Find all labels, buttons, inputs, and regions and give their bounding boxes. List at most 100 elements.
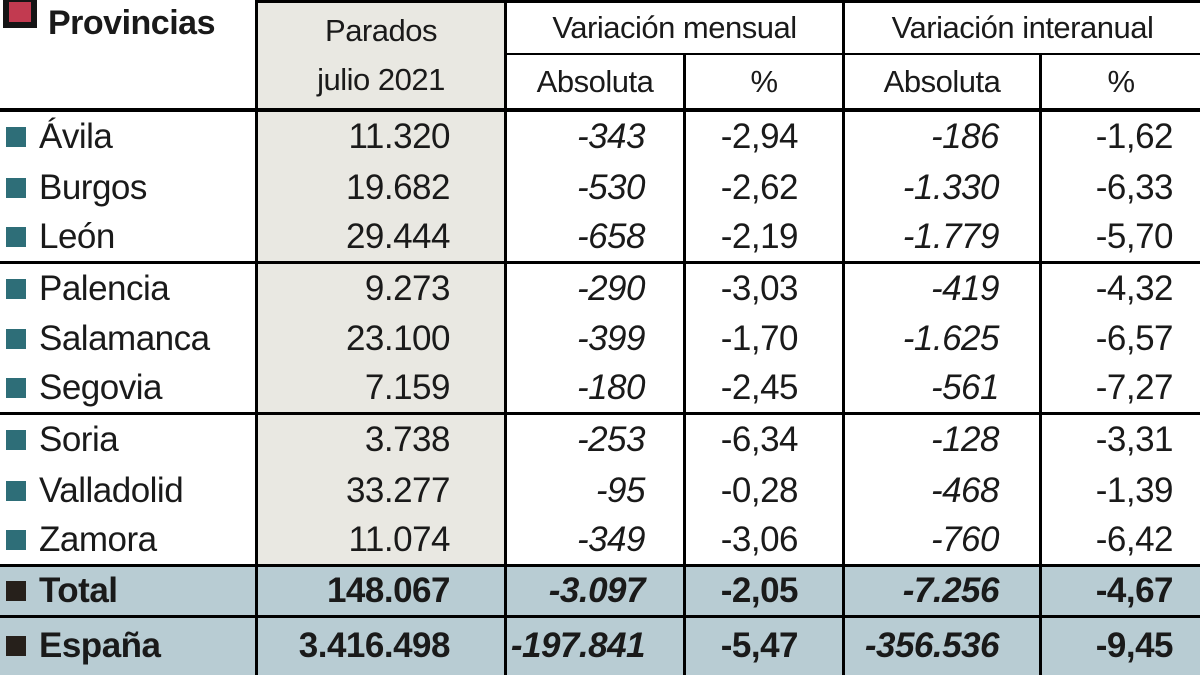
cell-var-interanual-pct: -6,57 [1095, 319, 1174, 359]
cell-var-mensual-pct: -2,05 [686, 566, 845, 615]
cell-var-mensual-absoluta: -180 [507, 364, 686, 412]
cell-var-mensual-absoluta: -3.097 [507, 566, 686, 615]
cell-parados: 11.074 [258, 516, 507, 564]
cell-var-mensual-absoluta: -530 [507, 162, 686, 213]
teal-square-icon [6, 127, 26, 148]
cell-parados: 19.682 [258, 162, 507, 213]
variacion-mensual-label: Variación mensual [507, 3, 842, 55]
province-name: León [39, 216, 115, 256]
dark-square-icon [6, 580, 26, 601]
cell-var-interanual-absoluta: -128 [845, 415, 1042, 466]
cell-var-interanual-pct: -4,32 [1095, 268, 1174, 308]
table-row-salamanca: Salamanca 23.100 -399 -1,70 -1.625 -6,57 [0, 314, 1200, 365]
cell-var-interanual-pct: -4,67 [1042, 566, 1200, 615]
province-name: Burgos [39, 167, 147, 207]
cell-var-interanual-absoluta: -419 [845, 263, 1042, 314]
cell-var-interanual-absoluta: -760 [845, 516, 1042, 564]
cell-parados: 11.320 [258, 112, 507, 163]
mensual-absoluta-header: Absoluta [507, 55, 686, 108]
teal-square-icon [6, 480, 26, 501]
cell-var-mensual-absoluta: -197.841 [507, 617, 686, 675]
table-row-leon: León 29.444 -658 -2,19 -1.779 -5,70 [0, 213, 1200, 264]
cell-var-mensual-absoluta: -399 [507, 314, 686, 365]
cell-var-mensual-absoluta: -343 [507, 112, 686, 163]
parados-label-line1: Parados [325, 13, 437, 49]
red-square-icon [3, 0, 37, 28]
cell-var-interanual-absoluta: -1.779 [845, 213, 1042, 261]
cell-province: Segovia [0, 364, 258, 412]
cell-var-mensual-absoluta: -290 [507, 263, 686, 314]
cell-province: Valladolid [0, 465, 258, 516]
interanual-absoluta-header: Absoluta [845, 55, 1042, 108]
cell-province: Soria [0, 415, 258, 466]
cell-var-interanual-pct: -1,39 [1095, 470, 1174, 510]
table-row-soria: Soria 3.738 -253 -6,34 -128 -3,31 [0, 415, 1200, 466]
parados-label-line2: julio 2021 [317, 61, 445, 97]
table-row-burgos: Burgos 19.682 -530 -2,62 -1.330 -6,33 [0, 162, 1200, 213]
teal-square-icon [6, 430, 26, 451]
cell-parados: 23.100 [258, 314, 507, 365]
cell-espana-label: España [0, 617, 258, 675]
cell-var-interanual-pct: -1,62 [1095, 117, 1174, 157]
province-name: Ávila [39, 117, 113, 157]
cell-var-interanual-pct: -6,33 [1095, 167, 1174, 207]
dark-square-icon [6, 636, 26, 657]
cell-province: Ávila [0, 112, 258, 163]
espana-label: España [39, 626, 161, 666]
cell-var-mensual-pct: -5,47 [686, 617, 845, 675]
cell-var-interanual-absoluta: -7.256 [845, 566, 1042, 615]
cell-var-interanual-pct: -5,70 [1095, 216, 1174, 256]
cell-province: Burgos [0, 162, 258, 213]
cell-parados: 7.159 [258, 364, 507, 412]
table-row-avila: Ávila 11.320 -343 -2,94 -186 -1,62 [0, 112, 1200, 163]
cell-var-interanual-pct: -9,45 [1042, 617, 1200, 675]
cell-var-interanual-absoluta: -561 [845, 364, 1042, 412]
teal-square-icon [6, 329, 26, 350]
cell-var-mensual-pct: -3,06 [686, 516, 845, 564]
cell-var-interanual-absoluta: -1.625 [845, 314, 1042, 365]
teal-square-icon [6, 378, 26, 399]
header-parados-cell: Parados julio 2021 [258, 0, 507, 108]
cell-parados: 148.067 [258, 566, 507, 615]
header-variacion-interanual-group: Variación interanual Absoluta % [845, 0, 1200, 108]
cell-var-interanual-pct: -3,31 [1095, 420, 1174, 460]
teal-square-icon [6, 226, 26, 247]
table-row-zamora: Zamora 11.074 -349 -3,06 -760 -6,42 [0, 516, 1200, 567]
teal-square-icon [6, 529, 26, 550]
province-name: Palencia [39, 268, 170, 308]
province-name: Segovia [39, 368, 162, 408]
header-provincias-cell: Provincias [0, 0, 258, 108]
cell-var-mensual-pct: -0,28 [686, 465, 845, 516]
cell-var-mensual-absoluta: -95 [507, 465, 686, 516]
cell-var-interanual-absoluta: -468 [845, 465, 1042, 516]
cell-var-mensual-pct: -2,19 [686, 213, 845, 261]
cell-parados: 9.273 [258, 263, 507, 314]
province-name: Zamora [39, 519, 157, 559]
cell-province: Zamora [0, 516, 258, 564]
cell-parados: 3.416.498 [258, 617, 507, 675]
table-header: Provincias Parados julio 2021 Variación … [0, 0, 1200, 112]
teal-square-icon [6, 278, 26, 299]
cell-var-mensual-absoluta: -658 [507, 213, 686, 261]
variacion-interanual-label: Variación interanual [845, 3, 1200, 55]
province-name: Valladolid [39, 470, 184, 510]
province-name: Soria [39, 420, 119, 460]
cell-total-label: Total [0, 566, 258, 615]
cell-parados: 29.444 [258, 213, 507, 261]
table-row-total: Total 148.067 -3.097 -2,05 -7.256 -4,67 [0, 566, 1200, 618]
table-row-segovia: Segovia 7.159 -180 -2,45 -561 -7,27 [0, 364, 1200, 415]
interanual-pct-header: % [1107, 63, 1135, 99]
cell-var-interanual-pct: -7,27 [1095, 368, 1174, 408]
cell-var-interanual-pct: -6,42 [1095, 519, 1174, 559]
cell-var-mensual-pct: -2,45 [686, 364, 845, 412]
cell-parados: 33.277 [258, 465, 507, 516]
cell-parados: 3.738 [258, 415, 507, 466]
cell-province: León [0, 213, 258, 261]
cell-var-mensual-pct: -2,94 [686, 112, 845, 163]
cell-var-interanual-absoluta: -1.330 [845, 162, 1042, 213]
cell-province: Salamanca [0, 314, 258, 365]
variacion-mensual-subheaders: Absoluta % [507, 55, 842, 108]
table-row-palencia: Palencia 9.273 -290 -3,03 -419 -4,32 [0, 263, 1200, 314]
province-name: Salamanca [39, 319, 210, 359]
provincias-title: Provincias [48, 4, 215, 42]
